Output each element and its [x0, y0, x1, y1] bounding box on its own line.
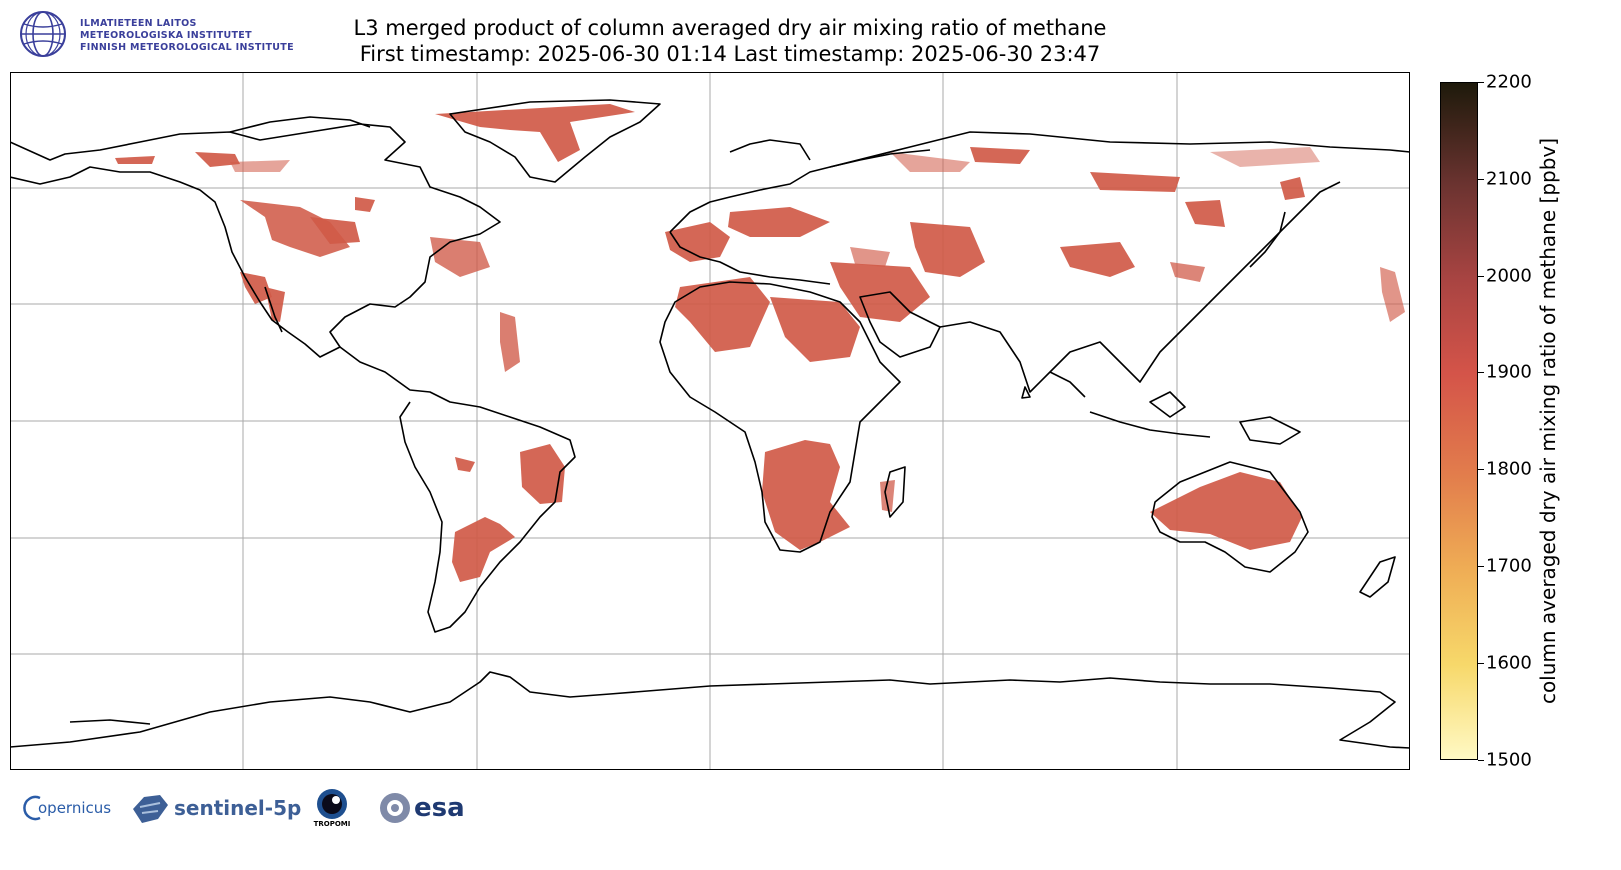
- colorbar-label: column averaged dry air mixing ratio of …: [1536, 137, 1560, 705]
- colorbar-tick-label: 1800: [1486, 458, 1532, 480]
- esa-eye-icon: [380, 793, 410, 823]
- colorbar-tick: [1478, 566, 1484, 567]
- coastlines: [10, 99, 1410, 749]
- colorbar-tick-label: 2200: [1486, 71, 1532, 93]
- fmi-name-swedish: METEOROLOGISKA INSTITUTET: [80, 30, 252, 41]
- map-frame: [10, 72, 1410, 770]
- fmi-name-english: FINNISH METEOROLOGICAL INSTITUTE: [80, 42, 294, 53]
- colorbar-tick-label: 1600: [1486, 652, 1532, 674]
- sentinel-5p-logo: sentinel-5p: [130, 786, 301, 830]
- colorbar: [1440, 82, 1478, 760]
- colorbar-tick: [1478, 663, 1484, 664]
- colorbar-tick: [1478, 469, 1484, 470]
- colorbar-tick-label: 1900: [1486, 361, 1532, 383]
- tropomi-text: TROPOMI: [313, 820, 351, 828]
- sentinel-text: sentinel-5p: [174, 796, 302, 820]
- colorbar-tick-label: 1700: [1486, 555, 1532, 577]
- methane-data-layer: [115, 104, 1405, 582]
- copernicus-logo: opernicus: [20, 786, 111, 830]
- copernicus-text: opernicus: [38, 799, 112, 817]
- esa-text: esa: [414, 793, 465, 823]
- fmi-logo: ILMATIETEEN LAITOS METEOROLOGISKA INSTIT…: [18, 10, 298, 62]
- world-map: [10, 72, 1410, 770]
- fmi-name-finnish: ILMATIETEEN LAITOS: [80, 18, 197, 29]
- colorbar-tick: [1478, 760, 1484, 761]
- tropomi-eye-icon: [317, 789, 347, 819]
- map-subtitle-timestamps: First timestamp: 2025-06-30 01:14 Last t…: [359, 42, 1101, 66]
- copernicus-c-icon: [23, 795, 41, 821]
- colorbar-tick: [1478, 372, 1484, 373]
- colorbar-tick: [1478, 82, 1484, 83]
- esa-logo: esa: [378, 786, 465, 830]
- tropomi-logo: TROPOMI: [312, 786, 352, 830]
- colorbar-tick: [1478, 276, 1484, 277]
- map-gridlines: [10, 72, 1410, 770]
- map-title: L3 merged product of column averaged dry…: [353, 16, 1107, 40]
- colorbar-tick-label: 2000: [1486, 265, 1532, 287]
- fmi-globe-icon: [20, 11, 66, 57]
- satellite-icon: [133, 795, 168, 823]
- colorbar-tick-label: 1500: [1486, 749, 1532, 771]
- colorbar-tick-label: 2100: [1486, 168, 1532, 190]
- colorbar-tick: [1478, 179, 1484, 180]
